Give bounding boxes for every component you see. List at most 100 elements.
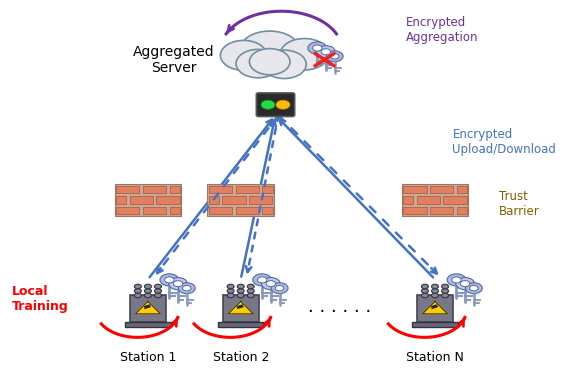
FancyBboxPatch shape	[223, 196, 246, 204]
Circle shape	[247, 289, 254, 293]
Circle shape	[313, 45, 322, 51]
Circle shape	[452, 277, 461, 283]
Circle shape	[227, 284, 234, 289]
Text: Trust
Barrier: Trust Barrier	[499, 190, 539, 218]
Circle shape	[422, 293, 429, 298]
FancyBboxPatch shape	[457, 186, 467, 193]
Circle shape	[465, 283, 483, 294]
Text: Aggregated
Server: Aggregated Server	[133, 45, 215, 75]
Circle shape	[441, 289, 448, 293]
FancyBboxPatch shape	[116, 186, 140, 193]
FancyBboxPatch shape	[249, 196, 273, 204]
Circle shape	[470, 285, 478, 291]
FancyBboxPatch shape	[403, 196, 413, 204]
FancyBboxPatch shape	[401, 184, 469, 216]
Circle shape	[321, 49, 331, 55]
FancyBboxPatch shape	[404, 207, 427, 214]
Circle shape	[441, 284, 448, 289]
Circle shape	[154, 289, 161, 293]
FancyBboxPatch shape	[412, 322, 458, 327]
Circle shape	[422, 289, 429, 293]
Circle shape	[262, 50, 306, 79]
FancyBboxPatch shape	[169, 207, 180, 214]
FancyBboxPatch shape	[209, 196, 219, 204]
Circle shape	[227, 289, 234, 293]
FancyBboxPatch shape	[116, 196, 126, 204]
FancyBboxPatch shape	[143, 207, 166, 214]
Circle shape	[441, 293, 448, 298]
Circle shape	[169, 278, 187, 290]
Text: Station 1: Station 1	[119, 351, 176, 364]
Circle shape	[280, 39, 329, 70]
Text: Station 2: Station 2	[212, 351, 269, 364]
FancyBboxPatch shape	[115, 184, 181, 216]
FancyBboxPatch shape	[157, 196, 180, 204]
FancyBboxPatch shape	[235, 207, 259, 214]
FancyBboxPatch shape	[235, 186, 259, 193]
Circle shape	[154, 284, 161, 289]
Circle shape	[135, 289, 142, 293]
Circle shape	[135, 293, 142, 298]
Circle shape	[326, 51, 343, 62]
Circle shape	[317, 46, 335, 58]
Circle shape	[160, 274, 179, 286]
FancyBboxPatch shape	[404, 186, 427, 193]
FancyBboxPatch shape	[430, 186, 454, 193]
FancyBboxPatch shape	[208, 184, 274, 216]
Circle shape	[432, 293, 438, 298]
Circle shape	[236, 49, 280, 78]
Circle shape	[173, 280, 183, 286]
FancyBboxPatch shape	[223, 295, 259, 322]
Polygon shape	[135, 301, 161, 314]
Circle shape	[165, 277, 174, 283]
FancyBboxPatch shape	[209, 207, 232, 214]
FancyBboxPatch shape	[143, 186, 166, 193]
Circle shape	[308, 42, 327, 54]
FancyBboxPatch shape	[116, 207, 140, 214]
Circle shape	[262, 278, 280, 290]
FancyBboxPatch shape	[262, 186, 273, 193]
Text: Local
Training: Local Training	[12, 285, 68, 313]
Circle shape	[237, 293, 244, 298]
Circle shape	[240, 31, 300, 70]
FancyBboxPatch shape	[416, 196, 440, 204]
Text: · · · · · ·: · · · · · ·	[307, 303, 371, 321]
FancyBboxPatch shape	[256, 93, 295, 117]
FancyBboxPatch shape	[209, 186, 232, 193]
FancyBboxPatch shape	[169, 186, 180, 193]
Circle shape	[422, 284, 429, 289]
Circle shape	[432, 284, 438, 289]
Circle shape	[432, 289, 438, 293]
Circle shape	[276, 285, 284, 291]
Circle shape	[178, 283, 195, 294]
Circle shape	[261, 100, 275, 109]
Circle shape	[253, 274, 271, 286]
Circle shape	[247, 293, 254, 298]
Circle shape	[456, 278, 474, 290]
FancyBboxPatch shape	[417, 295, 453, 322]
Circle shape	[266, 280, 276, 286]
Polygon shape	[228, 301, 253, 314]
Circle shape	[237, 289, 244, 293]
Circle shape	[227, 293, 234, 298]
Circle shape	[154, 293, 161, 298]
Circle shape	[144, 293, 151, 298]
FancyBboxPatch shape	[218, 322, 263, 327]
FancyBboxPatch shape	[262, 207, 273, 214]
FancyBboxPatch shape	[457, 207, 467, 214]
FancyBboxPatch shape	[430, 207, 454, 214]
FancyBboxPatch shape	[129, 196, 153, 204]
Text: Encrypted
Upload/Download: Encrypted Upload/Download	[452, 128, 556, 156]
Circle shape	[271, 283, 288, 294]
Circle shape	[247, 284, 254, 289]
FancyBboxPatch shape	[444, 196, 467, 204]
Circle shape	[461, 280, 470, 286]
Text: Encrypted
Aggregation: Encrypted Aggregation	[406, 16, 478, 44]
Polygon shape	[422, 301, 448, 314]
Circle shape	[220, 40, 267, 70]
Circle shape	[144, 284, 151, 289]
Circle shape	[144, 289, 151, 293]
Circle shape	[447, 274, 466, 286]
Circle shape	[183, 285, 191, 291]
Circle shape	[258, 277, 267, 283]
